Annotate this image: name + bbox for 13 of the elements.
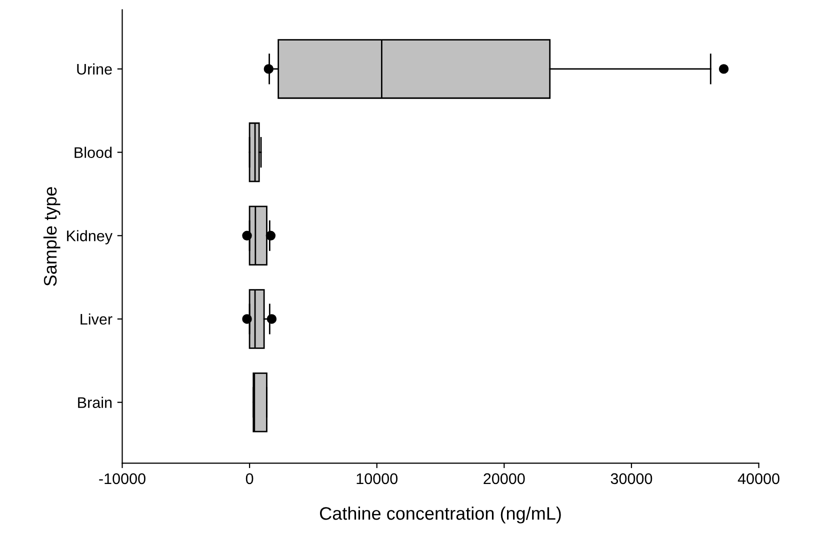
- x-tick-label: 10000: [356, 473, 398, 484]
- x-tick-label: -10000: [99, 473, 146, 484]
- x-axis-title: Cathine concentration (ng/mL): [320, 506, 561, 524]
- y-tick-label: Kidney: [67, 230, 112, 244]
- y-axis-title: Sample type: [43, 187, 60, 286]
- x-tick-label: 40000: [738, 473, 780, 484]
- y-tick-label: Blood: [74, 146, 112, 158]
- y-tick-label: Liver: [80, 313, 112, 325]
- x-tick-label: 20000: [484, 473, 525, 484]
- x-tick-label: 30000: [610, 473, 652, 484]
- x-tick-label: 0: [246, 473, 254, 484]
- y-tick-label: Urine: [77, 63, 112, 75]
- y-tick-label: Brain: [78, 396, 112, 408]
